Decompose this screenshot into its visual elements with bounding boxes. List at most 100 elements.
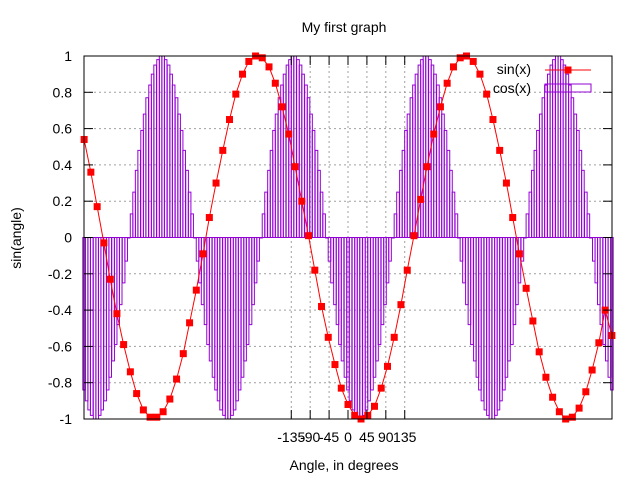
legend: sin(x) cos(x) [493,61,592,96]
y-tick-label: 0.4 [53,157,73,173]
sin-point [397,301,405,309]
cos-impulse-bar [552,59,556,238]
cos-impulse-bar [264,191,268,239]
cos-impulse-bar [480,237,485,402]
sin-point [337,384,345,392]
cos-impulse-bar [388,237,392,262]
sin-point [291,163,299,171]
sin-point [443,79,451,87]
sin-point [139,406,147,414]
sin-point [496,146,504,154]
cos-impulse-bar [322,213,326,239]
sin-point [588,366,596,374]
sin-point [87,168,95,176]
x-axis-label: Angle, in degrees [290,457,399,473]
cos-impulse-bar [520,237,525,262]
legend-swatch-sin-marker [564,66,572,74]
cos-impulse-bar [589,237,593,239]
cos-impulse-bar [219,237,223,411]
legend-label-cos: cos(x) [493,80,531,96]
sin-point [265,63,273,71]
cos-impulse-bar [190,213,194,239]
cos-impulse-bar [108,237,112,378]
cos-series [82,55,614,420]
cos-impulse-bar [126,237,131,239]
cos-impulse-bar [89,237,94,416]
cos-impulse-bar [499,237,503,402]
cos-impulse-bar [293,55,297,238]
chart-title: My first graph [302,19,387,35]
y-tick-label: 0.6 [53,121,73,137]
sin-point [239,70,247,78]
sin-point [311,266,319,274]
sin-point [575,404,583,412]
sin-point [232,90,240,98]
sin-point [555,408,563,416]
sin-point [469,57,477,65]
sin-point [179,350,187,358]
cos-impulse-bar [470,237,474,346]
sin-point [113,310,121,318]
sin-point [390,333,398,341]
sin-point [219,146,227,154]
x-tick-label: -135 [277,429,305,445]
cos-impulse-bar [433,73,437,239]
sin-point [456,54,464,62]
y-tick-label: -0.4 [48,302,72,318]
cos-impulse-bar [227,237,231,420]
sin-point [542,373,550,381]
y-tick-label: 0.8 [53,84,73,100]
cos-impulse-bar [171,84,176,239]
y-axis-label: sin(angle) [8,207,24,268]
cos-impulse-bar [536,129,540,238]
sin-point [146,413,154,421]
sin-point [410,232,418,240]
legend-swatch-cos [544,83,592,93]
sin-point [100,239,108,247]
cos-impulse-bar [348,237,353,402]
sin-point [344,400,352,408]
cos-impulse-bar [330,237,334,284]
cos-impulse-bar [507,237,511,362]
sin-point [384,362,391,370]
sin-point [166,395,174,403]
sin-point [370,402,378,410]
cos-impulse-bar [145,97,149,238]
cos-impulse-bar [367,237,371,402]
sin-point [199,250,207,258]
sin-point [351,411,359,419]
sin-point [271,79,279,87]
sin-point [318,302,326,310]
cos-impulse-bar [451,191,456,239]
sin-point [595,339,603,347]
cos-impulse-bar [406,113,411,238]
sin-point [245,57,253,65]
cos-impulse-bar [274,113,279,238]
sin-point [549,393,557,401]
sin-point [324,333,332,341]
y-tick-label: 0.2 [53,193,73,209]
sin-point [417,195,425,203]
cos-impulse-bar [311,129,316,238]
sin-point [476,70,484,78]
x-tick-label: 90 [378,429,394,445]
cos-impulse-bar [570,97,575,238]
y-tick-label: -1 [60,411,73,427]
cos-impulse-bar [525,213,530,239]
sin-point [449,63,457,71]
sin-point [126,368,134,376]
sin-point [258,54,266,62]
x-tick-label: -90 [300,429,320,445]
sin-point [582,388,590,396]
cos-impulse-bar [163,59,168,238]
x-tick-label: 0 [344,429,352,445]
y-tick-label: -0.8 [48,375,72,391]
cos-impulse-bar [118,237,123,306]
cos-impulse-bar [340,237,345,362]
y-tick-label: 1 [64,48,72,64]
sin-point [568,413,576,421]
cos-impulse-bar [544,84,548,239]
sin-point [305,232,312,240]
y-tick-label: 0 [64,230,72,246]
